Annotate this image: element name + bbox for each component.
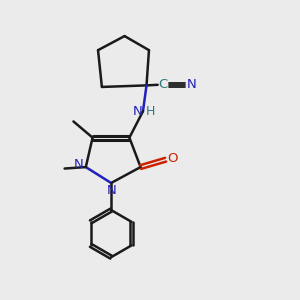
Text: N: N	[73, 158, 83, 171]
Text: O: O	[168, 152, 178, 165]
Text: N: N	[133, 105, 142, 119]
Text: C: C	[158, 78, 168, 91]
Text: H: H	[146, 105, 156, 119]
Text: N: N	[106, 184, 116, 197]
Text: N: N	[187, 78, 196, 91]
